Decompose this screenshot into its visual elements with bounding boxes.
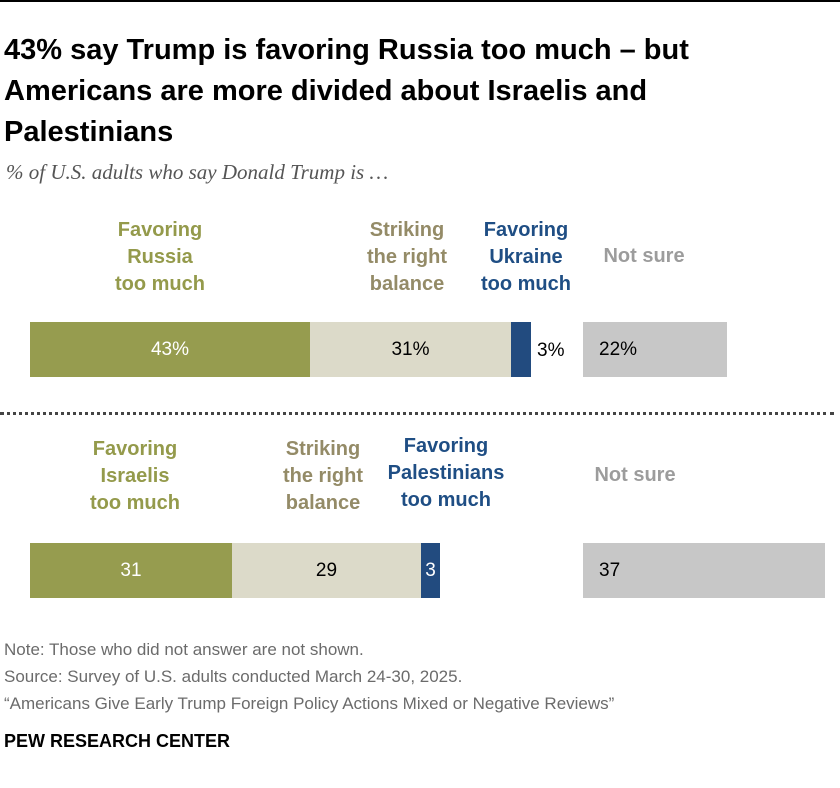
bar-palestinians-favoring: 3 [421,543,440,598]
label-favoring-russia: Favoring Russia too much [115,219,205,295]
report-title: “Americans Give Early Trump Foreign Poli… [4,694,615,713]
chart-title: 43% say Trump is favoring Russia too muc… [4,34,689,148]
source-note: Source: Survey of U.S. adults conducted … [4,667,463,686]
label-favoring-israelis: Favoring Israelis too much [90,438,180,514]
label-favoring-palestinians: Favoring Palestinians too much [387,435,505,511]
label-balance-2: Striking the right balance [283,438,363,514]
label-favoring-ukraine: Favoring Ukraine too much [481,219,571,295]
section-divider [0,412,834,415]
bar-ukraine-favoring [511,322,531,377]
value-russia-favoring: 43% [150,338,190,360]
value-israelis-favoring: 31 [120,559,142,581]
bar-not-sure-1: 22% [583,322,727,377]
bar-not-sure-2: 37 [583,543,825,598]
label-not-sure-1: Not sure [603,245,685,267]
label-not-sure-2: Not sure [594,464,676,486]
value-not-sure-1: 22% [599,338,638,360]
value-israel-balance: 29 [315,559,338,581]
bar-israelis-favoring: 31 [30,543,232,598]
bar-russia-balance: 31% [310,322,511,377]
value-not-sure-2: 37 [599,559,621,581]
value-palestinians-favoring: 3 [425,559,436,581]
value-ukraine-favoring: 3% [537,340,565,361]
label-balance-1: Striking the right balance [367,219,447,295]
pew-logo-text: PEW RESEARCH CENTER [4,731,231,751]
top-rule [0,0,840,2]
bar-israel-balance: 29 [232,543,421,598]
bar-russia-favoring: 43% [30,322,310,377]
value-russia-balance: 31% [391,338,430,360]
footnote: Note: Those who did not answer are not s… [4,640,364,659]
chart-subtitle: % of U.S. adults who say Donald Trump is… [6,160,389,184]
